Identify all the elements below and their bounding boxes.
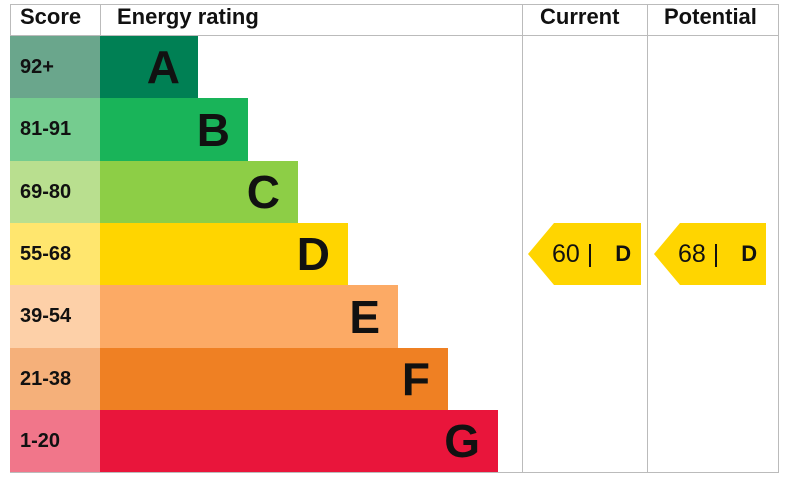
score-band-a: 92+ (10, 36, 100, 98)
rating-bar-d: D (100, 223, 348, 285)
score-band-f: 21-38 (10, 348, 100, 410)
header-current: Current (540, 4, 620, 29)
rating-bar-e: E (100, 285, 398, 348)
score-band-b: 81-91 (10, 98, 100, 161)
rating-bar-f: F (100, 348, 448, 410)
rating-bar-g: G (100, 410, 498, 472)
score-band-d: 55-68 (10, 223, 100, 285)
bottom-border (10, 472, 779, 473)
current-divider (522, 4, 523, 473)
current-score: 60 | (552, 239, 594, 268)
score-band-e: 39-54 (10, 285, 100, 348)
score-divider (100, 4, 101, 36)
score-band-c: 69-80 (10, 161, 100, 223)
current-rating-arrow: 60 | D (528, 223, 641, 285)
rating-bar-c: C (100, 161, 298, 223)
header-potential: Potential (664, 4, 757, 29)
right-border (778, 4, 779, 473)
potential-score: 68 | (678, 239, 720, 268)
potential-divider (647, 4, 648, 473)
header-divider (10, 35, 779, 36)
rating-bar-a: A (100, 36, 198, 98)
rating-bar-b: B (100, 98, 248, 161)
top-border (10, 4, 779, 5)
header-energy-rating: Energy rating (117, 4, 259, 29)
potential-letter: D (741, 241, 758, 266)
score-band-g: 1-20 (10, 410, 100, 472)
current-letter: D (615, 241, 632, 266)
potential-rating-arrow: 68 | D (654, 223, 766, 285)
header-score: Score (20, 4, 82, 29)
